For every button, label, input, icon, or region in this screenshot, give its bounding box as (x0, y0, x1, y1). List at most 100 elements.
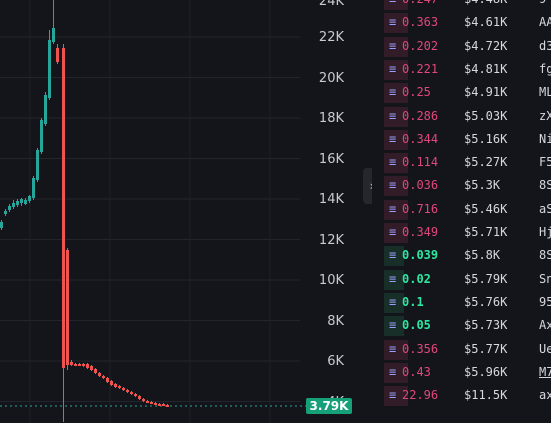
trade-addr[interactable]: Ni (539, 131, 551, 146)
trade-list-icon: ≡ (389, 294, 397, 309)
trade-addr[interactable]: ML (539, 85, 551, 100)
trade-size-bar (384, 339, 408, 360)
trade-pct: 0.02 (402, 271, 431, 286)
candle-body (52, 28, 55, 42)
trade-row[interactable]: ≡ 0.039 $5.8K 8S (372, 244, 551, 267)
trade-addr[interactable]: F5 (539, 155, 551, 170)
y-axis-label: 18K (318, 111, 344, 126)
trade-addr[interactable]: zX (539, 108, 551, 123)
trade-size-bar (384, 246, 404, 267)
trade-usd: $5.27K (464, 155, 508, 170)
trade-pct: 0.221 (402, 61, 439, 76)
trade-size-bar (384, 106, 408, 127)
trade-addr[interactable]: 9 (539, 0, 546, 11)
y-axis-label: 10K (318, 273, 344, 288)
trade-size-bar (384, 269, 404, 290)
candle-body (86, 364, 89, 368)
trade-addr[interactable]: aS (539, 201, 551, 216)
trade-size-bar (384, 362, 408, 383)
trade-pct: 0.356 (402, 341, 439, 356)
trade-list-icon: ≡ (389, 178, 397, 193)
candle-body (94, 369, 97, 373)
trade-row[interactable]: ≡ 22.96 $11.5K ax (372, 384, 551, 407)
trade-list-icon: ≡ (389, 318, 397, 333)
candle-body (70, 362, 73, 365)
trade-usd: $11.5K (464, 388, 508, 403)
trade-addr[interactable]: Ax (539, 318, 551, 333)
trade-addr[interactable]: AA (539, 15, 551, 30)
trade-row[interactable]: ≡ 0.221 $4.81K fg (372, 58, 551, 81)
trade-row[interactable]: ≡ 0.25 $4.91K ML (372, 81, 551, 104)
candle-body (118, 386, 121, 388)
candlestick-plot[interactable] (0, 0, 360, 423)
trade-usd: $4.48K (464, 0, 507, 11)
trade-usd: $5.16K (464, 131, 508, 146)
trade-addr[interactable]: ax (539, 388, 551, 403)
trade-list-icon: ≡ (389, 364, 397, 379)
candle-body (102, 376, 105, 378)
y-axis-label: 6K (327, 354, 344, 369)
trade-usd: $5.03K (464, 108, 508, 123)
trade-row[interactable]: ≡ 0.349 $5.71K Hj (372, 221, 551, 244)
candle-body (56, 48, 59, 62)
trade-addr[interactable]: 95 (539, 294, 551, 309)
trade-addr[interactable]: Hj (539, 225, 551, 239)
trade-list-icon: ≡ (389, 155, 397, 170)
trade-size-bar (384, 176, 408, 197)
candle-body (44, 95, 47, 124)
trade-row[interactable]: ≡ 0.43 $5.96K M7 (372, 361, 551, 384)
candle-body (138, 396, 141, 399)
trade-addr[interactable]: 8S (539, 178, 551, 193)
trade-addr[interactable]: Sn (539, 271, 551, 286)
trade-pct: 0.716 (402, 201, 439, 216)
candle-body (98, 373, 101, 376)
trade-row[interactable]: ≡ 0.202 $4.72K d3 (372, 35, 551, 58)
trade-row[interactable]: ≡ 0.286 $5.03K zX (372, 105, 551, 128)
trade-pct: 0.363 (402, 15, 439, 30)
trade-addr[interactable]: 8S (539, 248, 551, 263)
trade-usd: $5.3K (464, 178, 501, 193)
candle-body (28, 196, 31, 201)
trade-usd: $5.71K (464, 225, 508, 239)
trade-row[interactable]: ≡ 0.363 $4.61K AA (372, 11, 551, 34)
trade-usd: $4.91K (464, 85, 508, 100)
y-axis-label: 14K (318, 192, 344, 207)
trade-addr[interactable]: fg (539, 61, 551, 76)
trade-list-icon: ≡ (389, 61, 397, 76)
trade-pct: 0.286 (402, 108, 439, 123)
trade-usd: $4.61K (464, 15, 508, 30)
trade-list-icon: ≡ (389, 108, 397, 123)
trade-row[interactable]: ≡ 0.02 $5.79K Sn (372, 268, 551, 291)
candle-body (82, 364, 85, 366)
trade-usd: $5.8K (464, 248, 501, 263)
candle-body (66, 250, 69, 365)
trade-list-icon: ≡ (389, 248, 397, 263)
trade-row[interactable]: ≡ 0.036 $5.3K 8S (372, 174, 551, 197)
trade-row[interactable]: ≡ 0.344 $5.16K Ni (372, 128, 551, 151)
trade-row[interactable]: ≡ 0.114 $5.27K F5 (372, 151, 551, 174)
trade-usd: $4.72K (464, 38, 508, 53)
candle-body (0, 222, 3, 228)
trade-addr[interactable]: d3 (539, 38, 551, 53)
trade-list-icon: ≡ (389, 341, 397, 356)
price-chart[interactable]: 24K22K20K18K16K14K12K10K8K6K4K 3.79K (0, 0, 360, 423)
trade-size-bar (384, 83, 408, 104)
candle-body (166, 405, 169, 407)
trade-row[interactable]: ≡ 0.716 $5.46K aS (372, 198, 551, 221)
trade-list-icon: ≡ (389, 225, 397, 239)
candle-body (74, 364, 77, 366)
trade-pct: 0.202 (402, 38, 439, 53)
trade-row[interactable]: ≡ 0.247 $4.48K 9 (372, 0, 551, 11)
trade-row[interactable]: ≡ 0.05 $5.73K Ax (372, 314, 551, 337)
candle-body (150, 402, 153, 404)
trade-row[interactable]: ≡ 0.356 $5.77K Ue (372, 338, 551, 361)
candle-body (146, 401, 149, 403)
trade-row[interactable]: ≡ 0.1 $5.76K 95 (372, 291, 551, 314)
trade-pct: 0.036 (402, 178, 439, 193)
candle-body (20, 199, 23, 203)
trade-pct: 0.43 (402, 364, 431, 379)
trade-addr[interactable]: Ue (539, 341, 551, 356)
trade-size-bar (384, 153, 408, 174)
trade-addr[interactable]: M7 (539, 364, 551, 379)
trade-usd: $5.96K (464, 364, 508, 379)
